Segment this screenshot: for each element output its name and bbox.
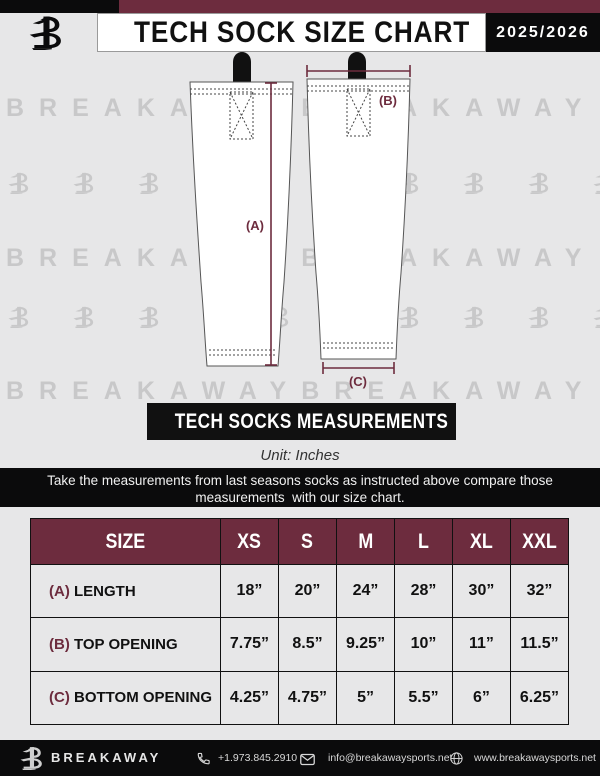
svg-text:(C): (C) [349, 374, 367, 389]
svg-text:(A): (A) [246, 218, 264, 233]
svg-text:(B): (B) [379, 93, 397, 108]
